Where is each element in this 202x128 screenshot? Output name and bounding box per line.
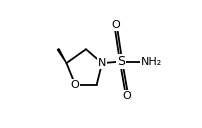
- Polygon shape: [57, 49, 66, 63]
- Text: S: S: [117, 55, 125, 68]
- Text: N: N: [98, 58, 106, 68]
- Text: O: O: [112, 20, 121, 30]
- Text: NH₂: NH₂: [141, 57, 162, 67]
- Text: O: O: [122, 91, 131, 101]
- Text: O: O: [71, 80, 80, 90]
